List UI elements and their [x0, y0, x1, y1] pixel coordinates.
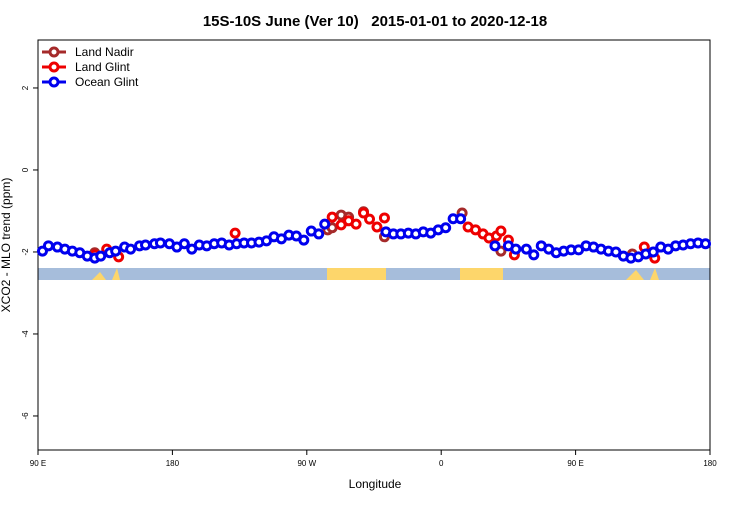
- point: [455, 213, 467, 225]
- point: [350, 218, 362, 230]
- point: [647, 246, 659, 258]
- point: [313, 228, 325, 240]
- x-axis-label: Longitude: [349, 477, 402, 491]
- point: [178, 238, 190, 250]
- point: [371, 221, 383, 233]
- x-tick-label: 90 E: [30, 459, 46, 468]
- chart-title: 15S-10S June (Ver 10) 2015-01-01 to 2020…: [203, 13, 547, 30]
- point: [364, 213, 376, 225]
- surface-band: [38, 268, 710, 280]
- point: [154, 237, 166, 249]
- legend-label: Land Glint: [75, 60, 130, 74]
- point: [528, 249, 540, 261]
- point: [440, 222, 452, 234]
- y-tick-label: -2: [21, 248, 30, 256]
- point: [42, 240, 54, 252]
- point: [378, 212, 390, 224]
- point: [520, 243, 532, 255]
- point: [489, 240, 501, 252]
- legend-marker: [48, 76, 60, 88]
- point: [110, 245, 122, 257]
- x-tick-label: 0: [439, 459, 444, 468]
- point: [319, 218, 331, 230]
- y-tick-label: -6: [21, 412, 30, 420]
- point: [229, 227, 241, 239]
- point: [700, 238, 712, 250]
- land-bump: [650, 268, 659, 280]
- y-axis-label: XCO2 - MLO trend (ppm): [0, 178, 13, 313]
- point: [358, 207, 370, 219]
- land-bump: [112, 268, 120, 280]
- x-tick-label: 90 E: [567, 459, 583, 468]
- land-bump: [92, 272, 106, 280]
- legend-marker: [48, 46, 60, 58]
- x-tick-label: 180: [703, 459, 717, 468]
- x-tick-label: 90 W: [297, 459, 316, 468]
- point: [140, 239, 152, 251]
- legend-label: Land Nadir: [75, 45, 134, 59]
- point: [125, 243, 137, 255]
- land-band: [327, 268, 386, 280]
- point: [326, 211, 338, 223]
- land-bump: [626, 270, 644, 280]
- y-tick-label: 2: [21, 85, 30, 90]
- legend-marker: [48, 61, 60, 73]
- x-tick-label: 180: [166, 459, 180, 468]
- y-tick-label: -4: [21, 330, 30, 338]
- land-band: [460, 268, 503, 280]
- y-tick-label: 0: [21, 167, 30, 172]
- legend-label: Ocean Glint: [75, 75, 139, 89]
- point: [95, 250, 107, 262]
- point: [298, 234, 310, 246]
- point: [510, 243, 522, 255]
- point: [495, 225, 507, 237]
